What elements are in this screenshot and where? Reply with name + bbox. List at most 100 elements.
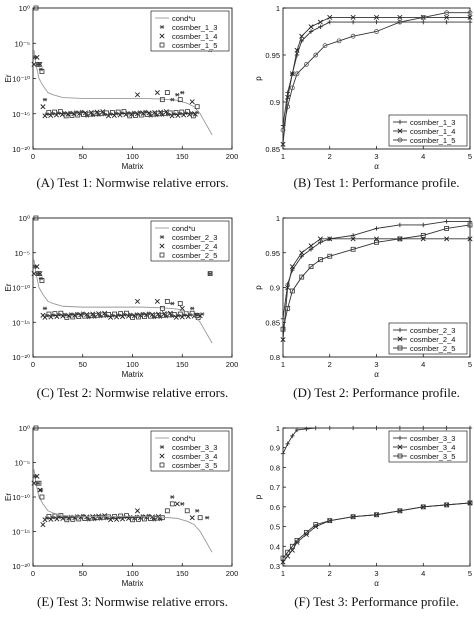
panel-c-legend-marker — [159, 252, 165, 258]
panel-a-legend-label: cosmber_1_4 — [172, 32, 217, 41]
panel-a-band-point — [109, 110, 115, 115]
panel-f-legend-marker — [397, 453, 403, 459]
panel-f-caption: (F) Test 3: Performance profile. — [294, 594, 459, 609]
panel-a-point — [33, 5, 39, 11]
panel-c-series-cosmber-2-4 — [31, 264, 185, 318]
panel-a-ytick-label: 10⁻²⁰ — [12, 145, 30, 154]
panel-c-band-point — [94, 312, 100, 318]
panel-c-band-point — [82, 313, 88, 319]
panel-a-band-point — [156, 111, 162, 117]
panel-c-point — [177, 301, 183, 306]
panel-e-point-d2 — [170, 495, 175, 499]
panel-e-point-b — [34, 473, 40, 479]
panel-a-band-point-d2 — [79, 109, 84, 114]
panel-e-band-point — [124, 513, 129, 519]
panel-c-ytick-label: 10⁰ — [19, 214, 30, 223]
panel-e-point-b — [174, 501, 180, 507]
panel-a-ytick-label: 10⁻¹⁵ — [12, 110, 30, 119]
panel-c-point-b — [179, 305, 185, 311]
panel-e-band-point — [76, 516, 82, 522]
panel-c-series-cosmber-2-5 — [33, 215, 213, 318]
panel-f-legend-label: cosmber_3_3 — [410, 434, 455, 443]
panel-b-point — [285, 104, 291, 110]
panel-d-xtick-label: 2 — [328, 360, 332, 369]
panel-c-band-point — [136, 314, 141, 320]
panel-f-point — [294, 537, 300, 543]
panel-c-band-point — [142, 314, 147, 319]
panel-d-ylabel: p — [254, 285, 263, 290]
panel-f-xlabel: α — [374, 579, 379, 588]
panel-c-band-point-b — [84, 311, 90, 317]
panel-e-ylabel: Er — [4, 493, 13, 501]
panel-b-point-b — [397, 14, 403, 20]
panel-e-legend-marker — [159, 462, 165, 468]
panel-d-point — [299, 274, 305, 280]
panel-a-caption: (A) Test 1: Normwise relative errors. — [36, 175, 228, 190]
panel-e-ytick-label: 10⁻²⁰ — [12, 562, 30, 571]
panel-c-band-point-b — [90, 311, 96, 317]
panel-c-band-point — [159, 312, 165, 318]
panel-d-point — [350, 246, 356, 252]
panel-d-legend-marker-b — [397, 336, 403, 342]
panel-f-point-b — [280, 559, 286, 565]
panel-e-band-point-b — [155, 513, 161, 519]
panel-f-point — [420, 504, 426, 510]
panel-b-xtick-label: 3 — [374, 152, 378, 161]
panel-a-band-point — [121, 109, 127, 115]
panel-a-band-point-b — [158, 109, 164, 115]
panel-a-point-d2 — [180, 90, 185, 95]
panel-a-band-point — [86, 111, 92, 117]
panel-f-xtick-label: 5 — [468, 569, 472, 578]
panel-f-ytick-label: 0.6 — [270, 503, 280, 512]
panel-e-point — [39, 494, 45, 500]
panel-c-point-b — [34, 264, 40, 270]
panel-c-band-point — [112, 311, 117, 317]
panel-a-band-point — [144, 112, 150, 117]
panel-e-xtick-label: 200 — [226, 569, 239, 578]
panel-c-band-point-d2 — [140, 311, 145, 316]
panel-c-ytick-label: 10⁻¹⁵ — [12, 318, 30, 327]
panel-d-xlabel: α — [374, 370, 379, 379]
panel-c-band-point-d2 — [62, 312, 67, 317]
panel-a-band-point — [81, 112, 86, 117]
panel-d-ytick-label: 1 — [276, 214, 280, 223]
panel-b-point-b — [299, 33, 305, 39]
panel-b-point — [303, 62, 309, 67]
panel-a-band-point — [127, 113, 133, 119]
panel-c-legend-marker-d2 — [160, 235, 164, 239]
panel-b-caption: (B) Test 1: Performance profile. — [294, 175, 460, 190]
panel-b-point — [444, 10, 450, 16]
panel-b-point — [313, 52, 319, 58]
panel-c-band-point-d2 — [68, 312, 73, 316]
panel-b-xlabel: α — [374, 162, 379, 171]
panel-e: 0 50 100 150 200 10⁻²⁰ 10⁻¹⁵ 10⁻¹⁰ 10⁻⁵ 10⁰ Matrix… — [4, 424, 238, 609]
panel-c-ylabel: Er — [4, 283, 13, 291]
panel-d-point-b — [327, 236, 333, 242]
panel-e-point — [33, 425, 39, 431]
panel-a-band-point — [133, 113, 138, 118]
panel-e-ytick-label: 10⁰ — [19, 424, 30, 433]
panel-c-xtick-label: 50 — [79, 360, 87, 369]
panel-e-band-point — [52, 513, 58, 519]
panel-e-series-cosmber-3-3 — [32, 474, 210, 520]
panel-c-band-point — [130, 314, 135, 320]
panel-e-point — [197, 515, 203, 521]
panel-b-legend-label: cosmber_1_4 — [410, 127, 455, 136]
panel-b-legend-label: cosmber_1_5 — [410, 136, 455, 145]
panel-c-legend-marker-b — [159, 243, 165, 249]
panel-f-series-cosmber-3-5 — [280, 500, 473, 561]
panel-a-series-cond-u — [33, 50, 213, 136]
panel-b-xtick-label: 1 — [281, 152, 285, 161]
panel-b-legend-marker — [397, 137, 403, 143]
panel-a-band-point — [46, 110, 52, 115]
panel-d-point — [280, 326, 286, 332]
panel-c-band-point — [52, 311, 58, 317]
panel-b-point-b — [280, 141, 286, 147]
panel-d-legend-label: cosmber_2_5 — [410, 344, 455, 353]
panel-e-point-d2 — [39, 488, 43, 492]
panel-a-band-point-b — [152, 109, 158, 115]
panel-f-point — [285, 549, 291, 555]
